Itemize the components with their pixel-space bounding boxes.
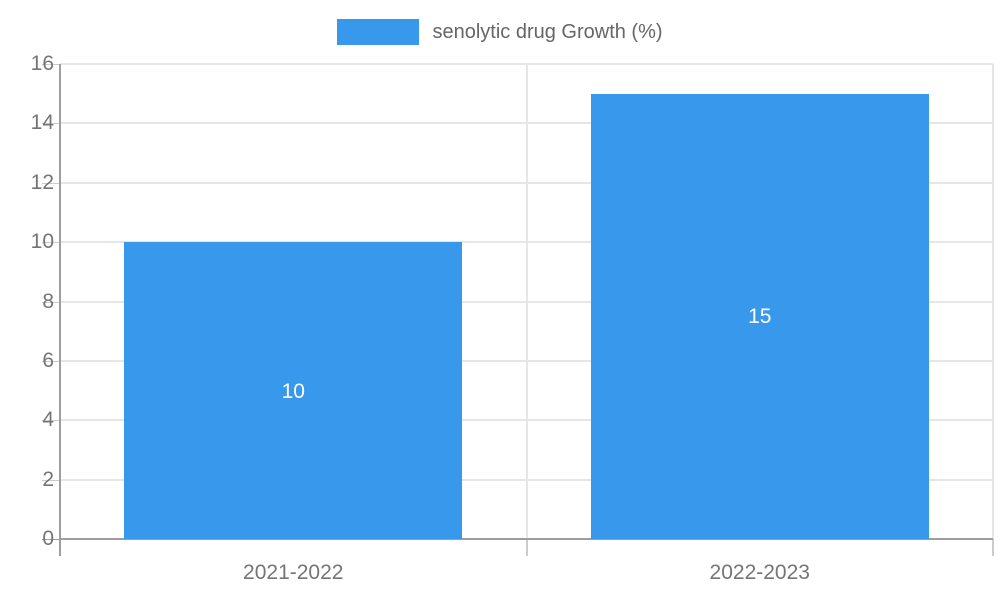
x-axis-tick	[992, 539, 994, 556]
y-axis-label: 2	[42, 467, 54, 491]
y-axis-label: 12	[30, 170, 54, 194]
category-boundary-gridline	[525, 64, 528, 539]
x-axis-label: 2022-2023	[709, 561, 810, 584]
y-tick	[42, 242, 60, 244]
y-tick	[42, 420, 60, 422]
legend-swatch	[337, 19, 420, 45]
y-tick	[42, 182, 60, 184]
x-axis-tick	[525, 539, 528, 556]
y-axis-label: 6	[42, 348, 54, 372]
bar-value-label: 10	[281, 379, 305, 403]
y-axis-label: 0	[42, 527, 54, 550]
y-axis-label: 4	[42, 408, 54, 432]
y-tick	[42, 301, 60, 303]
y-tick	[42, 64, 60, 65]
y-axis-label: 8	[42, 289, 54, 313]
y-axis-label: 14	[30, 111, 54, 135]
y-axis-label: 16	[30, 52, 54, 75]
y-axis-line	[59, 64, 61, 539]
y-tick	[42, 360, 60, 362]
bar-2021-2022	[124, 242, 463, 539]
y-axis-label: 10	[30, 230, 54, 254]
y-tick	[42, 479, 60, 481]
legend-label: senolytic drug Growth (%)	[432, 20, 663, 43]
bar-2022-2023	[590, 93, 929, 539]
bar-value-label: 15	[748, 305, 772, 329]
y-tick	[42, 123, 60, 125]
chart-legend: senolytic drug Growth (%)	[0, 19, 1000, 45]
category-boundary-gridline	[992, 64, 994, 539]
x-axis-tick	[59, 539, 61, 556]
x-axis-line	[60, 538, 993, 540]
y-tick	[42, 539, 60, 540]
x-axis-label: 2021-2022	[243, 561, 344, 584]
